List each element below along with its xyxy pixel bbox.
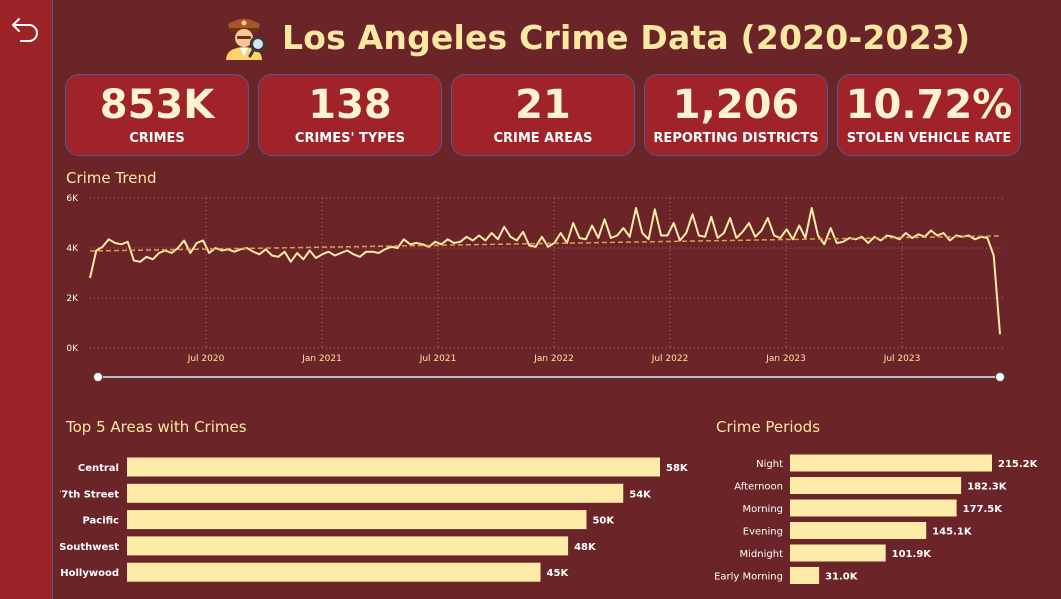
bar — [790, 567, 820, 584]
kpi-label: REPORTING DISTRICTS — [653, 131, 819, 146]
top-areas-chart: Central 58K 77th Street 54K Pacific 50K Southw… — [60, 457, 689, 582]
kpi-card-crime-areas: 21 CRIME AREAS — [451, 74, 635, 156]
x-tick-label: Jul 2022 — [651, 354, 689, 364]
category-label: Early Morning — [714, 572, 783, 583]
category-label: Hollywood — [60, 568, 119, 579]
x-tick-label: Jul 2023 — [883, 354, 921, 364]
category-label: Southwest — [60, 542, 119, 553]
bar — [790, 477, 962, 494]
kpi-label: CRIMES' TYPES — [294, 131, 406, 146]
bar — [127, 562, 541, 582]
y-tick-label: 2K — [66, 294, 79, 304]
crime-periods-chart: Night 215.2K Afternoon 182.3K Morning 177.5K E… — [714, 454, 1039, 584]
bar — [790, 499, 957, 517]
data-label: 45K — [547, 568, 570, 579]
category-label: Morning — [743, 504, 783, 515]
kpi-value: 10.72% — [845, 82, 1013, 128]
back-arrow-icon[interactable] — [10, 14, 42, 46]
category-label: Night — [756, 459, 783, 470]
kpi-label: CRIME AREAS — [493, 131, 593, 146]
police-officer-icon — [226, 19, 267, 60]
x-tick-label: Jul 2020 — [187, 354, 225, 364]
kpi-label: STOLEN VEHICLE RATE — [846, 131, 1012, 146]
kpi-card-crimes: 853K CRIMES — [65, 74, 249, 156]
data-label: 48K — [574, 542, 597, 553]
data-label: 101.9K — [892, 549, 933, 560]
kpi-value: 853K — [99, 82, 215, 128]
date-range-slider-start-handle[interactable] — [93, 372, 103, 382]
date-range-slider-end-handle[interactable] — [995, 372, 1005, 382]
periods-chart-title: Crime Periods — [716, 418, 821, 436]
kpi-value: 21 — [515, 82, 571, 128]
data-label: 54K — [629, 489, 652, 500]
crime-trend-line — [89, 207, 1001, 335]
bar — [127, 536, 569, 556]
data-label: 145.1K — [932, 527, 973, 538]
trend-chart-title: Crime Trend — [66, 169, 157, 187]
page-header: Los Angeles Crime Data (2020-2023) — [220, 14, 970, 60]
kpi-card-reporting-districts: 1,206 REPORTING DISTRICTS — [644, 74, 828, 156]
data-label: 50K — [592, 516, 615, 527]
category-label: Afternoon — [734, 482, 783, 493]
kpi-label: CRIMES — [129, 131, 185, 146]
areas-chart-title: Top 5 Areas with Crimes — [66, 418, 247, 436]
category-label: Central — [78, 463, 119, 474]
y-tick-label: 6K — [66, 194, 79, 204]
data-label: 182.3K — [967, 482, 1008, 493]
bar — [790, 544, 886, 562]
bar — [127, 510, 587, 530]
data-label: 215.2K — [998, 459, 1039, 470]
kpi-value: 1,206 — [672, 82, 800, 128]
category-label: 77th Street — [60, 489, 119, 500]
kpi-value: 138 — [308, 82, 392, 128]
data-label: 177.5K — [963, 504, 1004, 515]
y-tick-label: 0K — [66, 344, 79, 354]
crime-trend-chart: 0K 2K 4K 6K Jul 2020 Jan 2021 Jul 2021 Jan 2022… — [66, 194, 1005, 382]
bar — [127, 457, 660, 477]
bar — [790, 454, 992, 472]
bar — [127, 483, 624, 503]
kpi-card-crime-types: 138 CRIMES' TYPES — [258, 74, 442, 156]
data-label: 31.0K — [825, 572, 859, 583]
y-tick-label: 4K — [66, 244, 79, 254]
data-label: 58K — [666, 463, 689, 474]
category-label: Pacific — [82, 516, 119, 527]
x-tick-label: Jan 2021 — [301, 354, 342, 364]
x-tick-label: Jul 2021 — [419, 354, 457, 364]
category-label: Evening — [743, 527, 783, 538]
kpi-card-stolen-vehicle-rate: 10.72% STOLEN VEHICLE RATE — [837, 74, 1021, 156]
sidebar — [0, 0, 53, 599]
bar — [790, 522, 927, 539]
x-tick-label: Jan 2023 — [765, 354, 806, 364]
x-tick-label: Jan 2022 — [533, 354, 574, 364]
page-title: Los Angeles Crime Data (2020-2023) — [282, 17, 971, 57]
category-label: Midnight — [740, 549, 784, 560]
